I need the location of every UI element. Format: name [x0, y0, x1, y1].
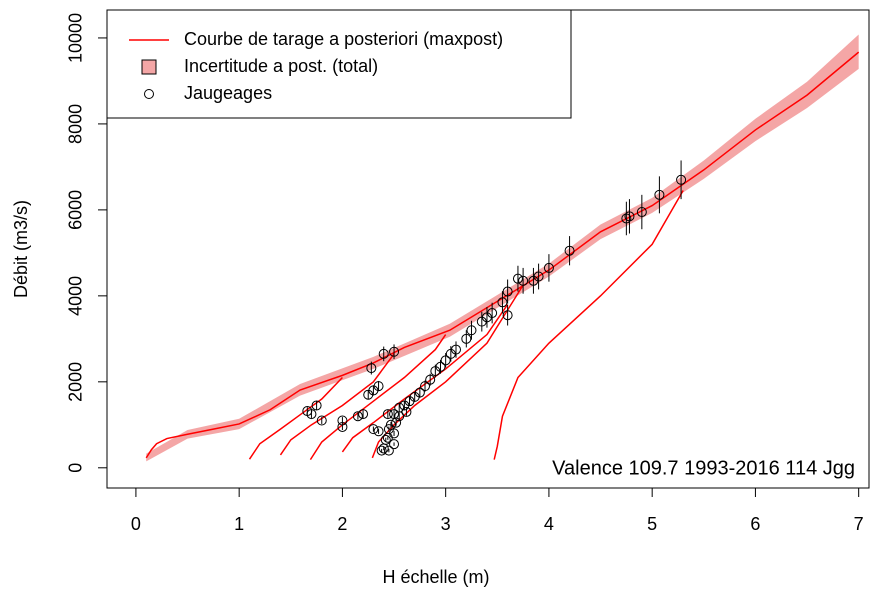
gauging-point	[316, 415, 327, 426]
y-tick-label: 6000	[66, 190, 86, 230]
gauging-point	[466, 325, 477, 336]
gauging-point	[518, 275, 529, 286]
legend-box	[106, 9, 572, 119]
y-tick-label: 8000	[66, 104, 86, 144]
gauging-point	[366, 363, 377, 374]
gauging-point	[378, 348, 389, 359]
gauging-point	[450, 344, 461, 355]
x-tick-label: 6	[750, 514, 760, 534]
gauging-point	[385, 419, 396, 430]
gauging-point	[380, 434, 391, 445]
gauging-point	[389, 439, 400, 450]
gauging-point	[352, 411, 363, 422]
plot-area	[145, 34, 860, 462]
gauging-point	[414, 387, 425, 398]
gauging-point	[401, 406, 412, 417]
y-axis-label: Débit (m3/s)	[11, 200, 31, 298]
x-tick-label: 1	[234, 514, 244, 534]
gauging-point	[368, 424, 379, 435]
gauging-point	[512, 273, 523, 284]
gauging-point	[306, 409, 317, 420]
gauging-point	[382, 409, 393, 420]
gauging-point	[497, 297, 508, 308]
x-tick-label: 2	[337, 514, 347, 534]
gauging-point	[425, 374, 436, 385]
gauging-point	[389, 428, 400, 439]
gauging-point	[502, 286, 513, 297]
gauging-point	[461, 333, 472, 344]
y-tick-label: 0	[66, 463, 86, 473]
gauging-point	[420, 381, 431, 392]
x-tick-label: 3	[441, 514, 451, 534]
gauging-point	[654, 189, 665, 200]
gauging-point	[358, 409, 369, 420]
gauging-point	[337, 421, 348, 432]
y-tick-label: 2000	[66, 362, 86, 402]
gauging-point	[373, 381, 384, 392]
gauging-point	[543, 262, 554, 273]
gauging-point	[435, 361, 446, 372]
gauging-point	[391, 417, 402, 428]
gauging-point	[394, 402, 405, 413]
gauging-point	[376, 445, 387, 456]
x-tick-label: 0	[131, 514, 141, 534]
legend-label: Incertitude a post. (total)	[184, 56, 378, 76]
y-tick-label: 10000	[66, 13, 86, 63]
gauging-point	[676, 174, 687, 185]
x-tick-label: 7	[854, 514, 864, 534]
gauging-point	[487, 308, 498, 319]
gauging-point	[636, 207, 647, 218]
gauging-point	[311, 400, 322, 411]
legend-swatch	[141, 59, 157, 75]
gauging-point	[383, 445, 394, 456]
gauging-point	[502, 310, 513, 321]
legend-label: Courbe de tarage a posteriori (maxpost)	[184, 29, 503, 49]
gauging-point	[564, 245, 575, 256]
annotation: Valence 109.7 1993-2016 114 Jgg	[552, 457, 855, 479]
gauging-point	[373, 426, 384, 437]
legend-marker	[144, 89, 154, 99]
x-tick-label: 5	[647, 514, 657, 534]
gauging-point	[440, 355, 451, 366]
y-tick-label: 4000	[66, 276, 86, 316]
x-tick-label: 4	[544, 514, 554, 534]
gauging-point	[389, 346, 400, 357]
rating-curve	[145, 51, 860, 461]
gauging-point	[533, 271, 544, 282]
gauging-point	[621, 213, 632, 224]
gauging-point	[624, 211, 635, 222]
x-axis-label: H échelle (m)	[382, 567, 489, 587]
legend-label: Jaugeages	[184, 83, 272, 103]
